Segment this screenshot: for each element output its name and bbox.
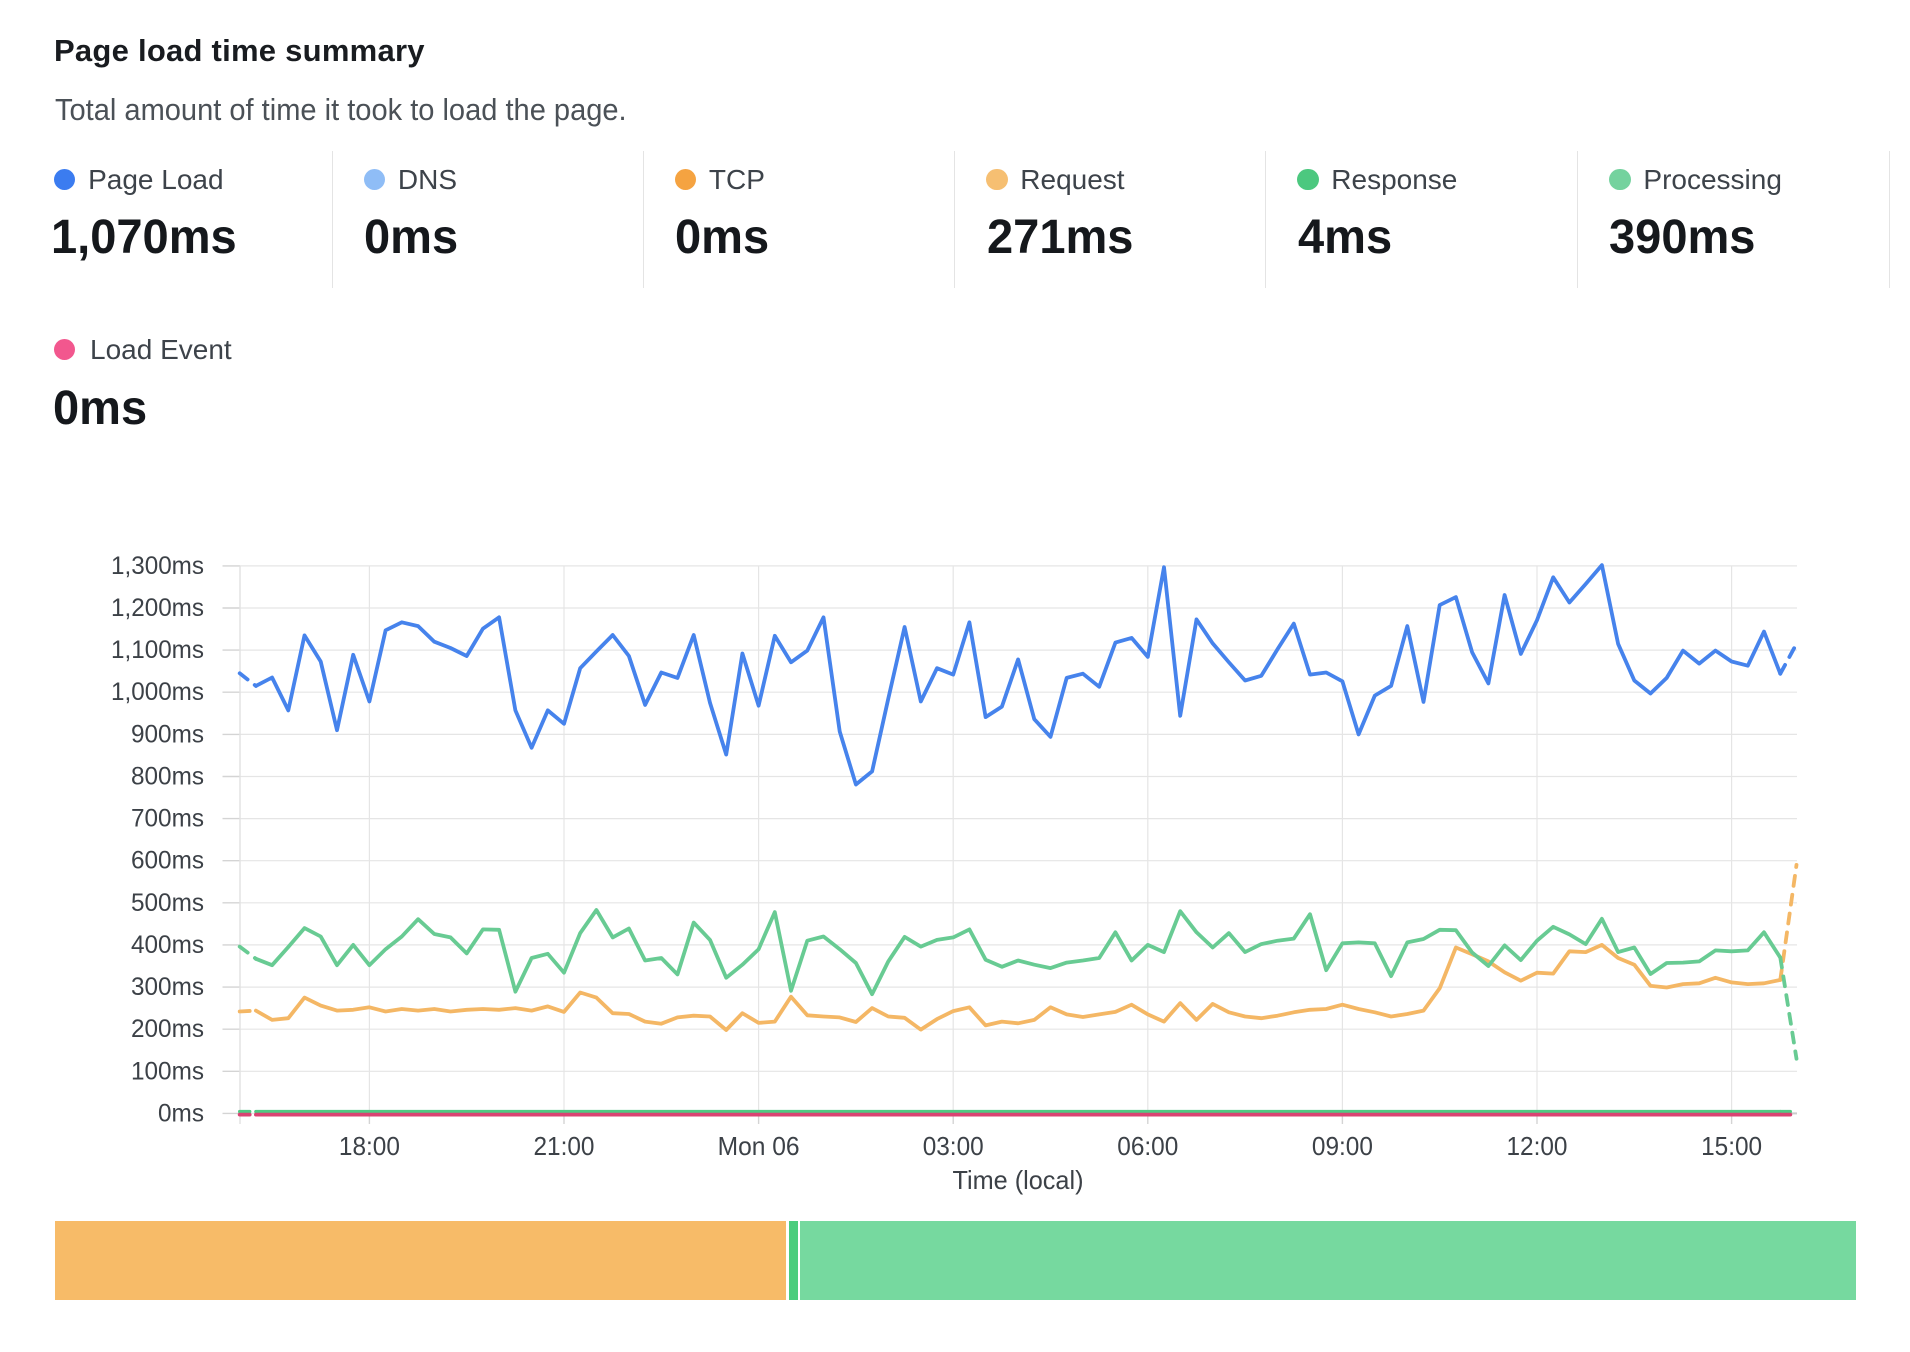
svg-text:Time (local): Time (local)	[953, 1165, 1084, 1195]
svg-text:1,000ms: 1,000ms	[111, 678, 204, 706]
svg-text:15:00: 15:00	[1701, 1131, 1762, 1161]
svg-text:12:00: 12:00	[1507, 1131, 1568, 1161]
svg-text:400ms: 400ms	[131, 931, 204, 959]
svg-text:1,300ms: 1,300ms	[111, 552, 204, 580]
svg-text:21:00: 21:00	[534, 1131, 595, 1161]
svg-text:100ms: 100ms	[131, 1057, 204, 1085]
svg-text:800ms: 800ms	[131, 763, 204, 791]
svg-text:600ms: 600ms	[131, 847, 204, 875]
svg-text:200ms: 200ms	[131, 1015, 204, 1043]
svg-text:500ms: 500ms	[131, 889, 204, 917]
svg-text:0ms: 0ms	[158, 1099, 204, 1127]
svg-text:18:00: 18:00	[339, 1131, 400, 1161]
svg-text:1,100ms: 1,100ms	[111, 636, 204, 664]
svg-text:06:00: 06:00	[1117, 1131, 1178, 1161]
svg-text:300ms: 300ms	[131, 973, 204, 1001]
svg-text:1,200ms: 1,200ms	[111, 594, 204, 622]
svg-text:03:00: 03:00	[923, 1131, 984, 1161]
svg-text:09:00: 09:00	[1312, 1131, 1373, 1161]
svg-text:900ms: 900ms	[131, 720, 204, 748]
svg-text:700ms: 700ms	[131, 805, 204, 833]
svg-text:Mon 06: Mon 06	[718, 1131, 800, 1161]
